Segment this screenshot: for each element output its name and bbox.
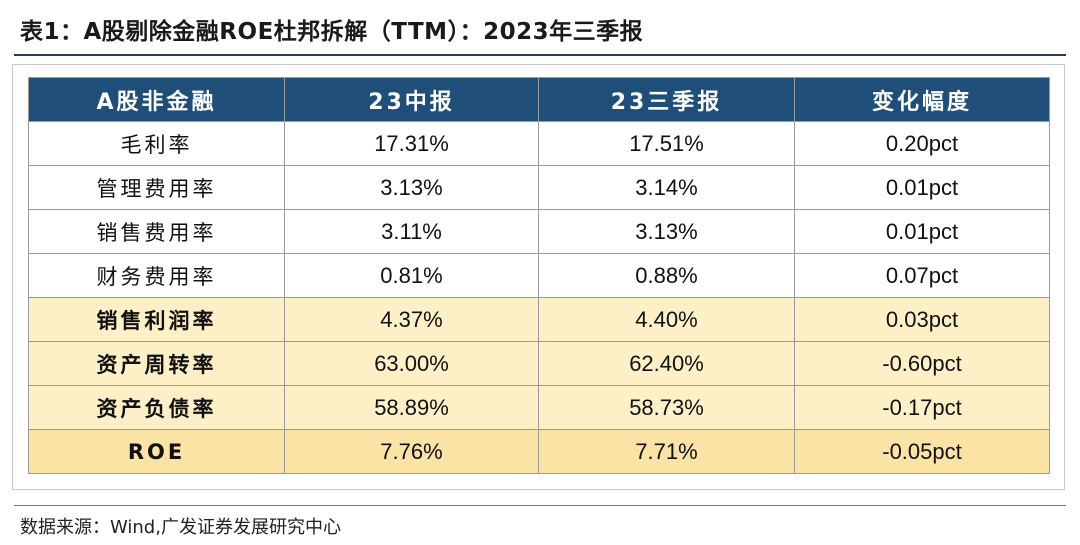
cell-change-value: 0.01pct (794, 165, 1050, 210)
cell-h1-value: 58.89% (284, 385, 539, 430)
cell-h1-value: 63.00% (284, 341, 539, 386)
table-row-admin-expense: 管理费用率 3.13% 3.14% 0.01pct (28, 165, 1050, 210)
header-h1-2023: 23中报 (284, 77, 539, 122)
source-note: 数据来源：Wind,广发证券发展研究中心 (20, 517, 341, 538)
table-header-row: A股非金融 23中报 23三季报 变化幅度 (28, 77, 1050, 122)
table-row-asset-turnover: 资产周转率 63.00% 62.40% -0.60pct (28, 341, 1050, 386)
cell-q3-value: 58.73% (538, 385, 795, 430)
table-row-roe: ROE 7.76% 7.71% -0.05pct (28, 429, 1050, 474)
cell-q3-value: 3.13% (538, 209, 795, 254)
cell-h1-value: 3.11% (284, 209, 539, 254)
cell-q3-value: 4.40% (538, 297, 795, 342)
cell-q3-value: 7.71% (538, 429, 795, 474)
table-row-net-margin: 销售利润率 4.37% 4.40% 0.03pct (28, 297, 1050, 342)
cell-change-value: 0.20pct (794, 121, 1050, 166)
table-row-debt-ratio: 资产负债率 58.89% 58.73% -0.17pct (28, 385, 1050, 430)
row-label: 销售利润率 (28, 297, 285, 342)
row-label: 管理费用率 (28, 165, 285, 210)
header-change: 变化幅度 (794, 77, 1050, 122)
cell-h1-value: 0.81% (284, 253, 539, 298)
cell-q3-value: 17.51% (538, 121, 795, 166)
cell-change-value: 0.03pct (794, 297, 1050, 342)
cell-change-value: -0.60pct (794, 341, 1050, 386)
cell-change-value: -0.05pct (794, 429, 1050, 474)
document-title: 表1：A股剔除金融ROE杜邦拆解（TTM）：2023年三季报 (20, 19, 644, 45)
row-label: 资产周转率 (28, 341, 285, 386)
cell-q3-value: 62.40% (538, 341, 795, 386)
footer-divider (14, 505, 1066, 506)
cell-h1-value: 3.13% (284, 165, 539, 210)
header-category: A股非金融 (28, 77, 285, 122)
table-row-selling-expense: 销售费用率 3.11% 3.13% 0.01pct (28, 209, 1050, 254)
row-label: 毛利率 (28, 121, 285, 166)
row-label: 销售费用率 (28, 209, 285, 254)
row-label: 财务费用率 (28, 253, 285, 298)
table-row-financial-expense: 财务费用率 0.81% 0.88% 0.07pct (28, 253, 1050, 298)
header-q3-2023: 23三季报 (538, 77, 795, 122)
row-label: ROE (28, 429, 285, 474)
cell-h1-value: 4.37% (284, 297, 539, 342)
row-label: 资产负债率 (28, 385, 285, 430)
cell-q3-value: 0.88% (538, 253, 795, 298)
title-underline (14, 54, 1066, 56)
cell-h1-value: 17.31% (284, 121, 539, 166)
cell-q3-value: 3.14% (538, 165, 795, 210)
cell-h1-value: 7.76% (284, 429, 539, 474)
cell-change-value: 0.07pct (794, 253, 1050, 298)
cell-change-value: 0.01pct (794, 209, 1050, 254)
table-frame: A股非金融 23中报 23三季报 变化幅度 毛利率 17.31% 17.51% … (12, 64, 1065, 490)
cell-change-value: -0.17pct (794, 385, 1050, 430)
table-row-gross-margin: 毛利率 17.31% 17.51% 0.20pct (28, 121, 1050, 166)
roe-dupont-table: A股非金融 23中报 23三季报 变化幅度 毛利率 17.31% 17.51% … (28, 77, 1050, 474)
